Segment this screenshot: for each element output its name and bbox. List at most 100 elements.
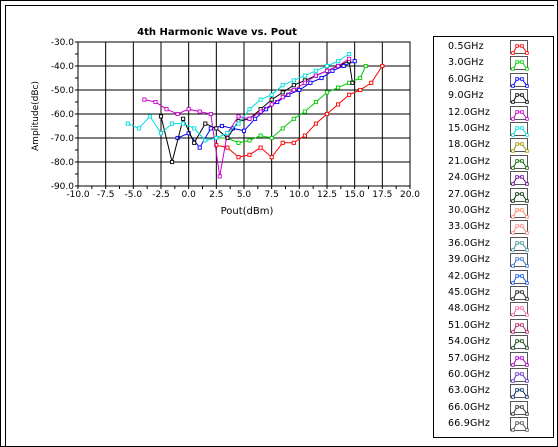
data-point bbox=[241, 128, 247, 133]
legend-item: 42.0GHz bbox=[434, 269, 553, 286]
y-tick-label: -90.0 bbox=[51, 182, 75, 192]
y-tick-label: -40.0 bbox=[51, 62, 75, 72]
legend-swatch-glyph bbox=[511, 142, 529, 154]
legend-swatch-marker bbox=[520, 306, 524, 311]
legend-label: 0.5GHz bbox=[448, 41, 484, 52]
x-tick-label: 12.5 bbox=[317, 190, 337, 200]
legend-swatch-marker bbox=[525, 116, 529, 121]
data-point bbox=[347, 92, 352, 97]
legend-swatch-marker bbox=[515, 405, 519, 409]
legend-label: 45.0GHz bbox=[448, 287, 491, 298]
data-point bbox=[269, 97, 274, 102]
y-tick-label: -50.0 bbox=[51, 86, 75, 96]
data-point bbox=[369, 80, 374, 85]
legend-swatch-marker bbox=[511, 428, 515, 432]
x-tick-label: -5.0 bbox=[125, 190, 143, 200]
legend-swatch-icon bbox=[510, 253, 529, 268]
legend-item: 15.0GHz bbox=[434, 122, 553, 138]
legend-swatch-glyph bbox=[511, 405, 529, 416]
legend-item: 66.0GHz bbox=[434, 400, 553, 417]
legend-swatch-marker bbox=[525, 84, 529, 88]
series-line-0.5GHz bbox=[216, 65, 383, 158]
legend-swatch-marker bbox=[511, 84, 515, 88]
data-point bbox=[217, 174, 222, 179]
legend-swatch-marker bbox=[520, 126, 524, 130]
legend-label: 63.0GHz bbox=[448, 385, 491, 397]
legend-swatch-marker bbox=[520, 241, 524, 245]
data-point bbox=[158, 131, 164, 136]
data-point bbox=[302, 73, 307, 78]
legend-swatch-marker bbox=[515, 323, 519, 327]
data-point bbox=[181, 121, 186, 126]
legend-swatch-marker bbox=[511, 116, 515, 121]
legend-swatch-marker bbox=[515, 109, 519, 114]
legend-swatch-icon bbox=[510, 384, 529, 400]
legend-label: 3.0GHz bbox=[448, 57, 484, 69]
data-point bbox=[164, 107, 169, 112]
y-tick-label: -80.0 bbox=[51, 158, 75, 168]
legend-swatch-marker bbox=[515, 159, 519, 163]
data-point bbox=[214, 143, 219, 148]
legend-swatch-marker bbox=[511, 412, 515, 416]
data-point bbox=[297, 87, 302, 93]
legend-swatch-icon bbox=[510, 138, 529, 154]
data-point bbox=[324, 63, 330, 69]
legend-item: 39.0GHz bbox=[434, 253, 553, 269]
legend-swatch-marker bbox=[511, 133, 515, 137]
legend-swatch-marker bbox=[511, 100, 515, 104]
legend-swatch-marker bbox=[515, 44, 519, 48]
legend-swatch-line bbox=[512, 78, 528, 87]
data-point bbox=[280, 126, 285, 131]
legend-swatch-line bbox=[512, 127, 528, 136]
legend-label: 39.0GHz bbox=[448, 254, 491, 266]
legend-swatch-line bbox=[512, 340, 528, 349]
legend-swatch-marker bbox=[525, 67, 529, 72]
legend-swatch-glyph bbox=[511, 77, 529, 88]
legend-swatch-marker bbox=[525, 182, 529, 186]
legend-swatch-marker bbox=[520, 175, 524, 179]
legend-swatch-glyph bbox=[511, 257, 529, 268]
legend-label: 15.0GHz bbox=[448, 123, 491, 134]
data-point bbox=[219, 123, 224, 129]
legend-swatch-icon bbox=[510, 302, 529, 318]
legend-swatch-line bbox=[512, 225, 528, 234]
legend-item: 21.0GHz bbox=[434, 154, 553, 171]
data-point bbox=[352, 59, 357, 64]
x-tick-label: 0.0 bbox=[182, 190, 197, 200]
data-point bbox=[225, 135, 230, 141]
legend-label: 27.0GHz bbox=[448, 188, 491, 200]
legend-swatch-glyph bbox=[511, 224, 529, 236]
legend-swatch-line bbox=[512, 406, 528, 415]
legend-label: 51.0GHz bbox=[448, 319, 491, 331]
legend-label: 54.0GHz bbox=[448, 336, 491, 348]
legend-swatch-marker bbox=[515, 208, 519, 212]
legend-swatch-glyph bbox=[511, 323, 529, 334]
data-point bbox=[324, 111, 330, 117]
data-point bbox=[203, 138, 208, 143]
data-point bbox=[236, 140, 241, 145]
legend-item: 51.0GHz bbox=[434, 318, 553, 335]
legend-swatch-marker bbox=[515, 388, 519, 393]
data-point bbox=[350, 80, 355, 85]
data-point bbox=[336, 85, 341, 90]
legend-swatch-marker bbox=[515, 372, 519, 376]
legend-swatch-marker bbox=[525, 100, 529, 104]
data-point bbox=[258, 133, 263, 138]
legend-swatch-glyph bbox=[511, 372, 529, 383]
legend-swatch-marker bbox=[511, 51, 515, 55]
x-tick-label: -10.0 bbox=[66, 190, 90, 200]
data-point bbox=[136, 126, 141, 131]
legend-swatch-marker bbox=[511, 280, 515, 285]
legend-label: 6.0GHz bbox=[448, 73, 484, 85]
x-tick-label: 15.0 bbox=[345, 190, 365, 200]
legend-swatch-marker bbox=[511, 395, 515, 400]
legend-label: 48.0GHz bbox=[448, 303, 491, 315]
data-point bbox=[225, 131, 230, 136]
legend-swatch-icon bbox=[510, 318, 529, 334]
legend-swatch-glyph bbox=[511, 109, 529, 121]
x-tick-label: 5.0 bbox=[237, 190, 252, 200]
legend-swatch-glyph bbox=[511, 355, 529, 367]
legend-swatch-glyph bbox=[511, 191, 529, 203]
x-tick-label: 7.5 bbox=[265, 190, 279, 200]
data-point bbox=[269, 155, 274, 160]
